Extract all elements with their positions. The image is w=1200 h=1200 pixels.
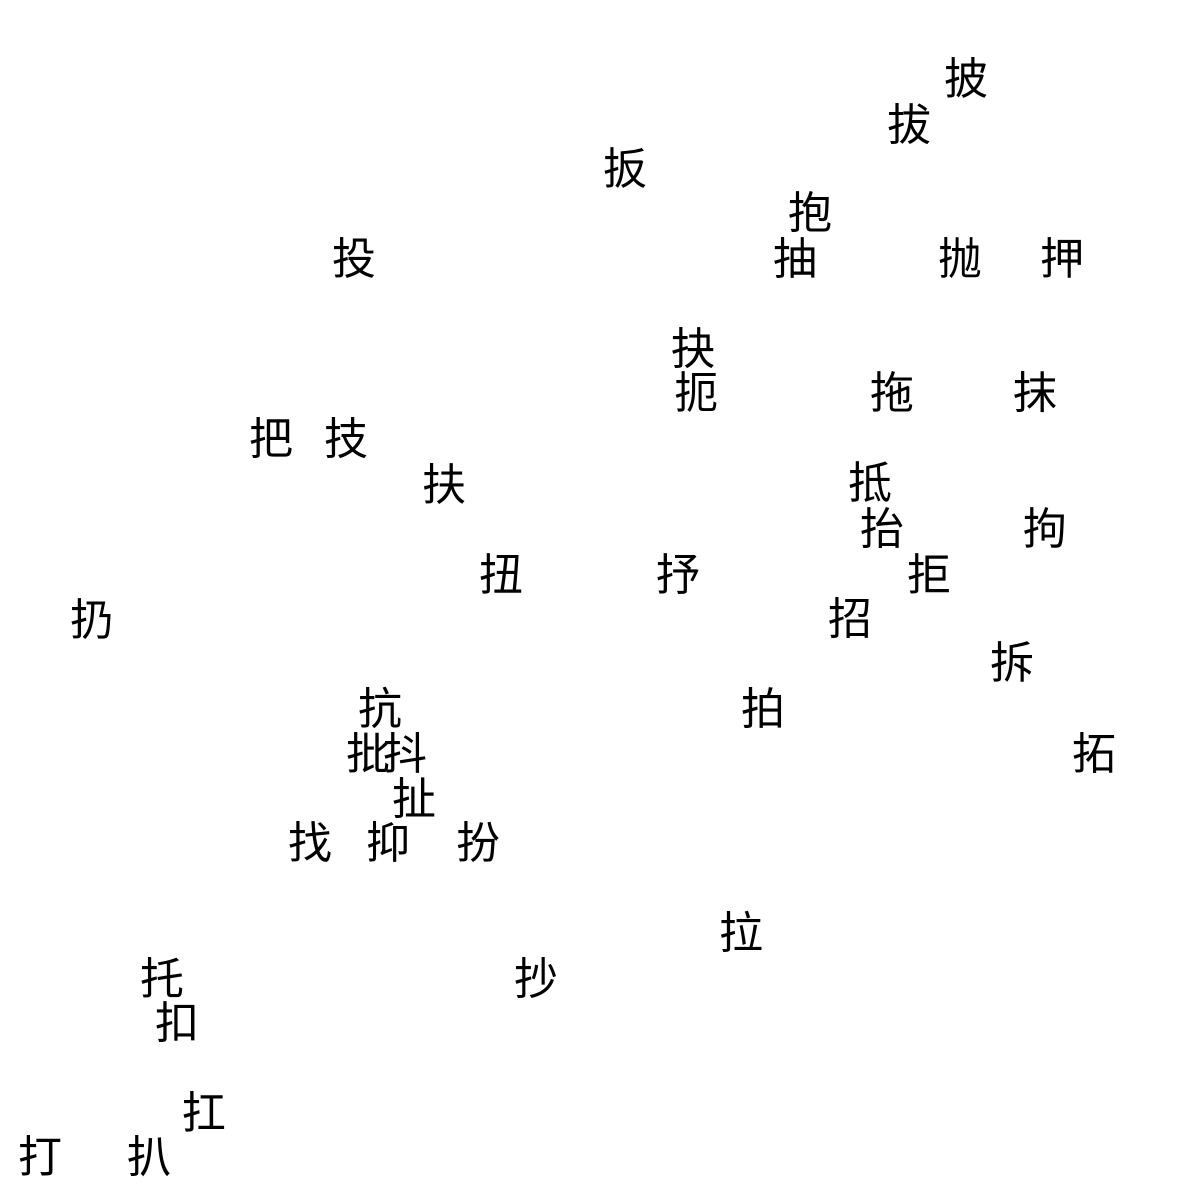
glyph-label: 抬 bbox=[860, 504, 904, 555]
glyph-label: 扳 bbox=[603, 144, 647, 195]
glyph-label: 打 bbox=[18, 1132, 62, 1183]
glyph-label: 扮 bbox=[456, 818, 500, 869]
glyph-label: 抒 bbox=[656, 550, 700, 601]
glyph-label: 拖 bbox=[870, 368, 914, 419]
glyph-label: 扭 bbox=[479, 550, 523, 601]
glyph-label: 扣 bbox=[155, 998, 199, 1049]
glyph-label: 技 bbox=[324, 414, 368, 465]
glyph-label: 抗 bbox=[358, 684, 402, 735]
glyph-label: 拓 bbox=[1072, 729, 1116, 780]
glyph-label: 抉 bbox=[671, 324, 715, 375]
glyph-label: 抽 bbox=[773, 234, 817, 285]
glyph-label: 押 bbox=[1040, 234, 1084, 285]
glyph-label: 抖 bbox=[383, 729, 427, 780]
glyph-label: 披 bbox=[944, 54, 988, 105]
glyph-label: 抑 bbox=[366, 818, 410, 869]
glyph-label: 扔 bbox=[70, 595, 114, 646]
glyph-label: 扒 bbox=[127, 1132, 171, 1183]
glyph-label: 抵 bbox=[848, 458, 892, 509]
glyph-label: 扯 bbox=[392, 774, 436, 825]
glyph-label: 拆 bbox=[990, 638, 1034, 689]
glyph-label: 托 bbox=[140, 954, 184, 1005]
glyph-label: 抄 bbox=[514, 954, 558, 1005]
glyph-label: 抱 bbox=[788, 188, 832, 239]
glyph-label: 拘 bbox=[1023, 504, 1067, 555]
glyph-label: 找 bbox=[288, 818, 332, 869]
glyph-label: 拔 bbox=[887, 100, 931, 151]
glyph-label: 扶 bbox=[422, 460, 466, 511]
glyph-label: 拉 bbox=[719, 908, 763, 959]
glyph-label: 招 bbox=[828, 594, 872, 645]
glyph-label: 扼 bbox=[674, 368, 718, 419]
glyph-label: 批 bbox=[346, 729, 390, 780]
glyph-label: 抛 bbox=[938, 234, 982, 285]
glyph-label: 投 bbox=[332, 234, 376, 285]
glyph-label: 扛 bbox=[182, 1088, 226, 1139]
glyph-label: 把 bbox=[249, 414, 293, 465]
glyph-label: 抹 bbox=[1013, 368, 1057, 419]
glyph-label: 拒 bbox=[907, 550, 951, 601]
glyph-label: 拍 bbox=[741, 684, 785, 735]
